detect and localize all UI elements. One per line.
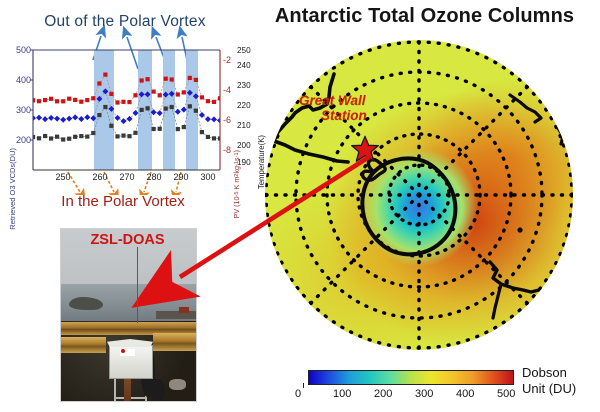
svg-text:250: 250 (237, 46, 251, 55)
svg-text:290: 290 (173, 172, 188, 182)
svg-text:500: 500 (16, 45, 31, 55)
svg-text:280: 280 (146, 172, 161, 182)
svg-text:200: 200 (237, 141, 251, 150)
svg-text:270: 270 (119, 172, 134, 182)
svg-text:240: 240 (237, 61, 251, 70)
svg-text:260: 260 (92, 172, 107, 182)
svg-text:210: 210 (237, 121, 251, 130)
svg-text:200: 200 (16, 135, 31, 145)
svg-text:300: 300 (200, 172, 215, 182)
svg-text:300: 300 (16, 105, 31, 115)
svg-text:250: 250 (55, 172, 70, 182)
svg-text:230: 230 (237, 81, 251, 90)
svg-text:-4: -4 (223, 85, 231, 95)
svg-text:-6: -6 (223, 115, 231, 125)
svg-text:-8: -8 (223, 145, 231, 155)
svg-text:-2: -2 (223, 55, 231, 65)
svg-text:400: 400 (16, 75, 31, 85)
svg-text:220: 220 (237, 101, 251, 110)
